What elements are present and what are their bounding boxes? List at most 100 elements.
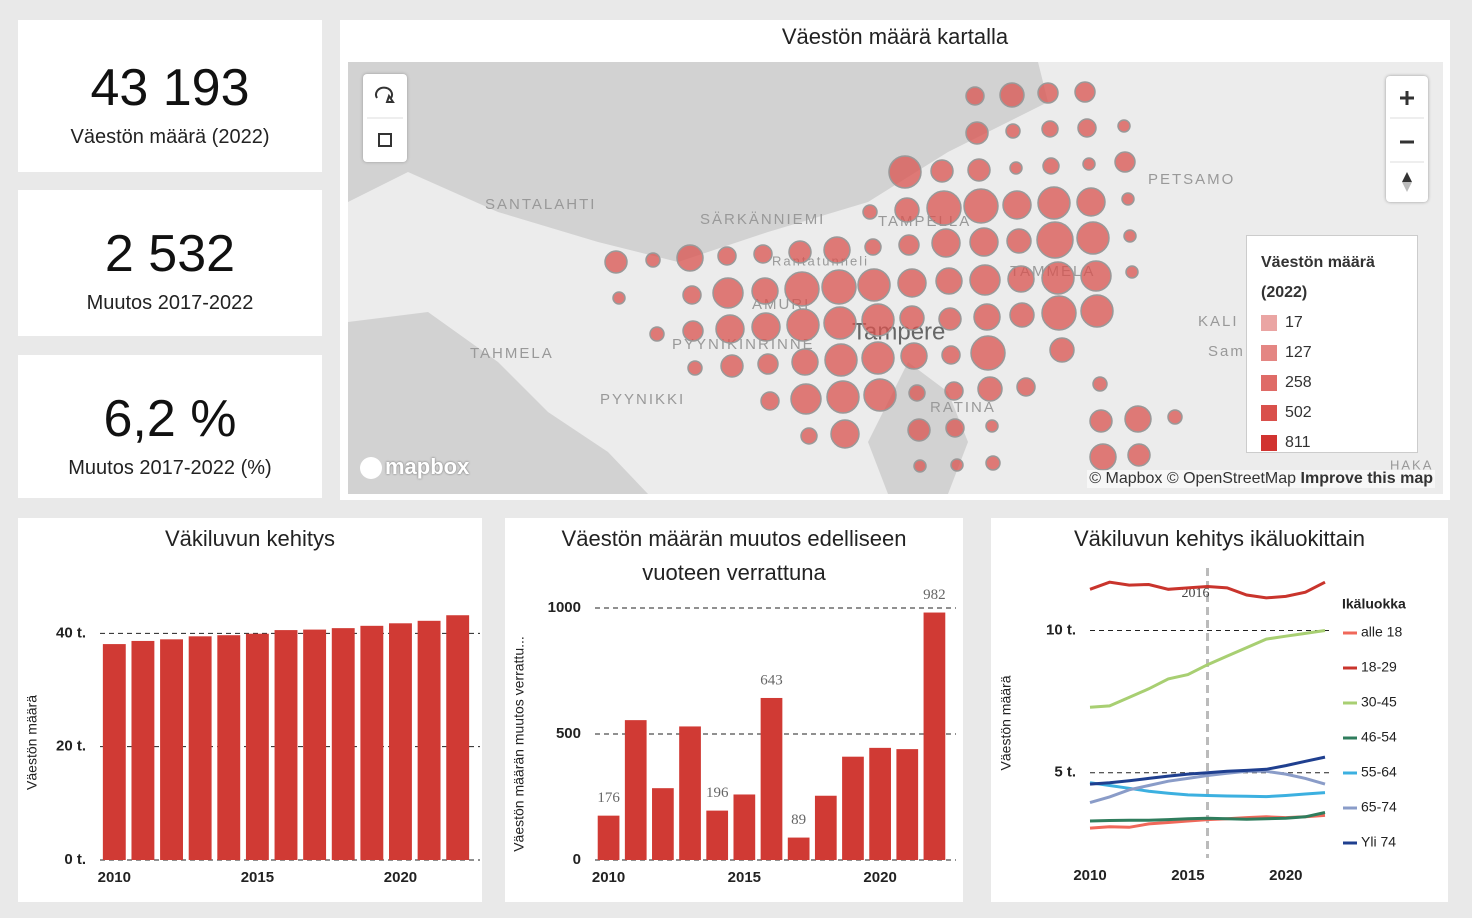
legend-label: 18-29 <box>1361 659 1397 675</box>
map-bubble <box>938 307 962 331</box>
bar <box>896 749 919 860</box>
y-axis-label: Väestön määrä <box>998 675 1014 770</box>
map-bubble <box>823 306 857 340</box>
x-tick-label: 2010 <box>98 869 131 886</box>
legend-swatch <box>1261 345 1277 361</box>
map-bubble <box>757 353 779 375</box>
kpi-label: Muutos 2017-2022 (%) <box>68 457 272 479</box>
chart: 0 500 1000 2010 2015 2020 Väestön määrän muuto… <box>511 587 956 886</box>
legend-label: 258 <box>1285 374 1312 391</box>
y-axis-label: Väestön määrä <box>24 695 40 790</box>
y-tick-label: 0 t. <box>64 851 86 868</box>
bar <box>303 629 327 860</box>
legend-swatch <box>1261 435 1277 451</box>
bar <box>842 756 864 860</box>
map-bubble <box>1036 221 1074 259</box>
x-tick-label: 2015 <box>241 869 274 886</box>
map-bubble <box>790 383 822 415</box>
legend-label: 46-54 <box>1361 729 1397 745</box>
map-bubble <box>1007 265 1035 293</box>
zoom-controls <box>1386 76 1428 202</box>
kpi-value: 43 193 <box>90 59 250 117</box>
legend-swatch <box>1261 405 1277 421</box>
map-canvas: SANTALAHTISÄRKÄNNIEMITAMPELLATAMMELAPETS… <box>348 62 1443 494</box>
map-bubble <box>715 314 745 344</box>
map-bubble <box>945 418 965 438</box>
logo-icon <box>360 457 382 480</box>
kpi-label: Muutos 2017-2022 <box>86 292 254 314</box>
map-bubble <box>1089 443 1117 471</box>
map-bubble <box>1002 190 1032 220</box>
map-bubble <box>899 305 925 331</box>
mapbox-logo[interactable]: mapbox <box>360 454 469 480</box>
place-label: PYYNIKKI <box>600 391 685 408</box>
x-tick-label: 2015 <box>728 869 761 886</box>
lasso-icon[interactable] <box>375 86 395 103</box>
zoom-icons[interactable] <box>1386 76 1428 202</box>
map-bubble <box>784 271 820 307</box>
map-bubble <box>863 378 897 412</box>
bar <box>446 615 470 860</box>
rect-select-icon[interactable] <box>378 133 392 147</box>
map-bubble <box>823 236 851 264</box>
map-bubble <box>604 250 628 274</box>
data-label: 89 <box>791 812 806 828</box>
legend-label: 811 <box>1285 434 1311 451</box>
map-bubble <box>908 384 926 402</box>
legend-items: 17 127 258 502 811 <box>1261 308 1403 452</box>
chart-title: Väkiluvun kehitys ikäluokittain <box>1073 526 1366 551</box>
map-bubble <box>985 455 1001 471</box>
logo-text: mapbox <box>385 454 470 479</box>
legend-title: Väestön määrä (2022) <box>1261 254 1375 301</box>
chart-panel: Väkiluvun kehitys ikäluokittain 5 t. 10 t… <box>991 518 1448 902</box>
map-bubble <box>897 268 927 298</box>
map-bubble <box>862 204 878 220</box>
map-legend: Väestön määrä (2022) 17 127 258 502 811 <box>1246 235 1418 453</box>
improve-link[interactable]: Improve this map <box>1300 470 1433 487</box>
bar <box>706 810 729 860</box>
compass[interactable] <box>1402 172 1412 182</box>
map-bubble <box>753 244 773 264</box>
map-bubble <box>821 269 857 305</box>
map-bubble <box>1076 221 1110 255</box>
land <box>348 62 1443 494</box>
map-bubble <box>1121 192 1135 206</box>
map-bubble <box>687 360 703 376</box>
attribution: © Mapbox © OpenStreetMap Improve this ma… <box>1087 470 1435 488</box>
map-bubble <box>1041 120 1059 138</box>
legend-label: 502 <box>1285 404 1312 421</box>
bar <box>733 794 756 860</box>
map-bubble <box>861 341 895 375</box>
legend-title: Ikäluokka <box>1342 596 1406 612</box>
place-label: SANTALAHTI <box>485 196 596 213</box>
map[interactable]: SANTALAHTISÄRKÄNNIEMITAMPELLATAMMELAPETS… <box>348 62 1443 494</box>
bar <box>814 795 837 860</box>
chart-panel: Väkiluvun kehitys 0 t. 20 t. 40 t. 2010 2015… <box>18 518 482 902</box>
map-bubble <box>977 376 1003 402</box>
map-bubble <box>1082 157 1096 171</box>
map-panel: Väestön määrä kartalla SANTALAHTI SÄRKÄNN… <box>340 20 1450 500</box>
map-title: Väestön määrä kartalla <box>781 24 1009 49</box>
line-series <box>1089 580 1326 600</box>
data-label: 196 <box>706 785 729 801</box>
map-bubble <box>999 82 1025 108</box>
map-bubble <box>1125 265 1139 279</box>
map-bubble <box>973 303 1001 331</box>
bar <box>679 726 701 860</box>
map-bubble <box>970 335 1006 371</box>
map-bubble <box>926 190 962 226</box>
map-bubble <box>1037 82 1059 104</box>
map-bubble <box>751 312 781 342</box>
map-bubble <box>824 343 858 377</box>
line-series <box>1089 769 1326 805</box>
map-bubble <box>760 391 780 411</box>
y-tick-label: 1000 <box>548 599 581 616</box>
bar <box>188 636 212 860</box>
map-bubble <box>788 240 812 264</box>
y-tick-label: 500 <box>556 725 581 742</box>
zoom-in[interactable] <box>1400 91 1414 105</box>
compass[interactable] <box>1402 182 1412 192</box>
tool-icons[interactable] <box>363 74 407 162</box>
map-bubble <box>826 380 860 414</box>
